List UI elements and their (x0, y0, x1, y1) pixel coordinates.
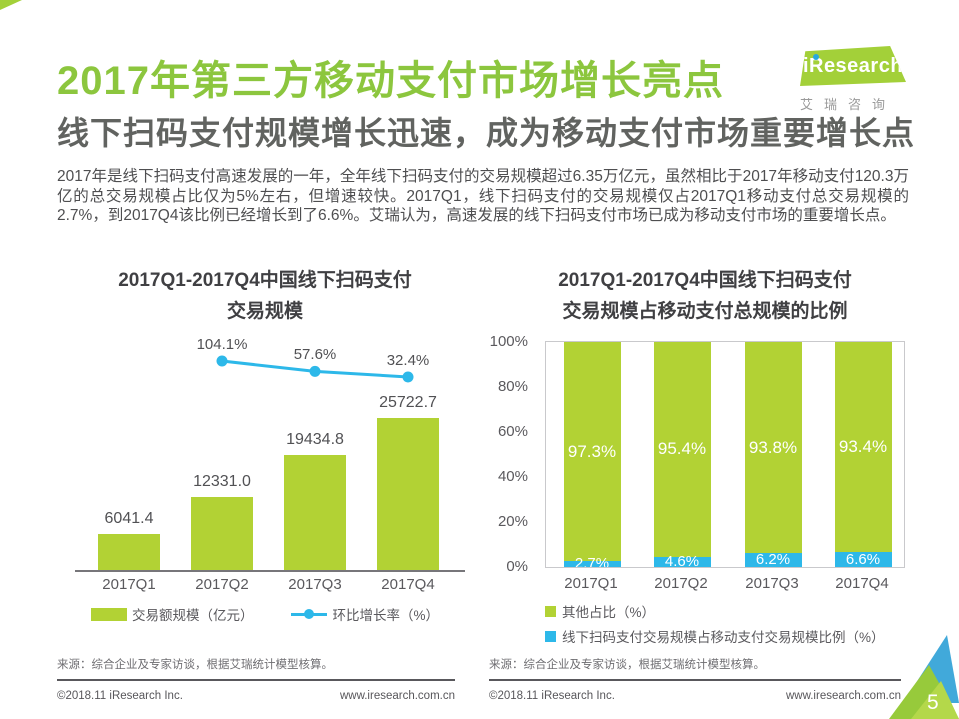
growth-point-2017Q4 (402, 371, 414, 383)
page-subtitle: 线下扫码支付规模增长迅速，成为移动支付市场重要增长点 (57, 115, 916, 151)
right-chart-plot-area: 97.3% 2.7% 95.4% 4.6% 93.8% 6.2% 93.4% 6.6% (545, 341, 905, 568)
other-share-value-label: 93.4% (838, 437, 888, 457)
page-number: 5 (927, 691, 939, 714)
x-axis-label-2017Q2: 2017Q2 (195, 576, 249, 593)
growth-point-2017Q3 (309, 365, 321, 377)
growth-value-label: 57.6% (293, 346, 337, 364)
line-series-swatch-icon (291, 609, 328, 619)
bar-2017Q2 (191, 497, 253, 570)
body-paragraph: 2017年是线下扫码支付高速发展的一年，全年线下扫码支付的交易规模超过6.35万… (57, 168, 909, 224)
bar-value-label: 6041.4 (104, 510, 154, 528)
legend-item-bar: 交易额规模（亿元） (90, 604, 254, 624)
left-chart-title-line2: 交易规模 (226, 301, 303, 322)
other-share-value-label: 95.4% (657, 439, 707, 459)
growth-value-label: 104.1% (196, 336, 248, 353)
x-axis-label-2017Q4: 2017Q4 (381, 576, 435, 593)
right-footer-divider (489, 679, 901, 681)
qr-share-value-label: 4.6% (664, 552, 700, 568)
copyright-text: ©2018.11 iResearch Inc. (57, 690, 183, 702)
logo-i-dot-icon (813, 54, 819, 60)
qr-share-label: 线下扫码支付交易规模占移动支付交易规模比例（%） (562, 630, 885, 645)
blue-square-swatch-icon (545, 630, 556, 642)
left-footer: ©2018.11 iResearch Inc. www.iresearch.co… (57, 690, 455, 702)
iresearch-logo-chinese: 艾瑞咨询 (800, 97, 897, 112)
x-axis-label-2017Q4: 2017Q4 (835, 575, 889, 592)
page-title: 2017年第三方移动支付市场增长亮点 (57, 59, 724, 103)
stacked-bar-other-2017Q4 (834, 342, 892, 553)
bar-series-swatch-icon (90, 607, 127, 621)
left-chart-x-axis: 2017Q1 2017Q2 2017Q3 2017Q4 (75, 576, 465, 596)
stacked-bar-other-2017Q1 (563, 342, 621, 561)
y-tick-label-40%: 40% (497, 468, 528, 485)
line-series-label: 环比增长率（%） (332, 608, 439, 623)
right-chart-title: 2017Q1-2017Q4中国线下扫码支付 交易规模占移动支付总规模的比例 (500, 265, 910, 327)
right-chart-x-axis: 2017Q1 2017Q2 2017Q3 2017Q4 (545, 575, 903, 595)
website-text: www.iresearch.com.cn (339, 690, 455, 702)
x-axis-label-2017Q1: 2017Q1 (102, 576, 156, 593)
bar-2017Q4 (377, 418, 439, 570)
line-series-dot-icon (304, 609, 315, 619)
legend-item-other-share: 其他占比（%） (545, 601, 885, 621)
stacked-bar-other-2017Q3 (744, 342, 802, 554)
left-chart-title: 2017Q1-2017Q4中国线下扫码支付 交易规模 (60, 265, 470, 327)
x-axis-label-2017Q3: 2017Q3 (288, 576, 342, 593)
x-axis-label-2017Q3: 2017Q3 (745, 575, 799, 592)
green-square-swatch-icon (545, 605, 556, 617)
left-chart-legend: 交易额规模（亿元） 环比增长率（%） (60, 604, 470, 624)
legend-item-line: 环比增长率（%） (291, 604, 439, 624)
stacked-bar-qr-2017Q2 (653, 556, 711, 567)
right-footer: ©2018.11 iResearch Inc. www.iresearch.co… (489, 690, 901, 702)
left-footer-divider (57, 679, 455, 681)
bar-value-label: 12331.0 (193, 473, 251, 491)
y-tick-label-60%: 60% (497, 423, 528, 440)
light-green-triangle-icon (911, 681, 959, 719)
y-tick-label-100%: 100% (489, 333, 528, 350)
bar-value-label: 19434.8 (286, 431, 344, 449)
left-chart-plot-area: 6041.4 12331.0 19434.8 25722.7 104.1% 57.6% 32… (75, 336, 465, 572)
left-chart-source: 来源：综合企业及专家访谈，根据艾瑞统计模型核算。 (57, 659, 333, 671)
stacked-bar-qr-2017Q1 (563, 560, 621, 567)
other-share-value-label: 93.8% (748, 437, 798, 457)
y-tick-label-80%: 80% (497, 378, 528, 395)
right-chart-title-line2: 交易规模占移动支付总规模的比例 (562, 301, 848, 322)
stacked-bar-qr-2017Q3 (744, 553, 802, 567)
bar-series-label: 交易额规模（亿元） (131, 608, 254, 623)
right-chart-y-axis: 0% 20% 40% 60% 80% 100% (482, 333, 538, 575)
top-left-corner-accent (0, 0, 22, 10)
iresearch-logo-flag: iResearch (800, 46, 906, 86)
stacked-bar-qr-2017Q4 (834, 552, 892, 567)
legend-item-qr-share: 线下扫码支付交易规模占移动支付交易规模比例（%） (545, 626, 885, 646)
x-axis-label-2017Q1: 2017Q1 (564, 575, 618, 592)
bar-value-label: 25722.7 (379, 394, 437, 411)
website-text: www.iresearch.com.cn (785, 690, 901, 702)
left-chart-title-line1: 2017Q1-2017Q4中国线下扫码支付 (118, 270, 412, 291)
x-axis-label-2017Q2: 2017Q2 (654, 575, 708, 592)
qr-share-value-label: 6.2% (755, 551, 791, 568)
right-chart-legend: 其他占比（%） 线下扫码支付交易规模占移动支付交易规模比例（%） (545, 601, 885, 651)
bottom-right-corner-decoration: 5 (889, 635, 959, 719)
qr-share-value-label: 2.7% (574, 555, 610, 568)
right-chart-source: 来源：综合企业及专家访谈，根据艾瑞统计模型核算。 (489, 659, 765, 671)
growth-point-2017Q2 (216, 355, 228, 367)
right-chart-title-line1: 2017Q1-2017Q4中国线下扫码支付 (558, 270, 852, 291)
growth-value-label: 32.4% (386, 352, 430, 369)
growth-line-layer (216, 355, 414, 383)
copyright-text: ©2018.11 iResearch Inc. (489, 690, 615, 702)
other-share-value-label: 97.3% (567, 441, 617, 461)
iresearch-logo: iResearch 艾瑞咨询 (800, 46, 908, 113)
stacked-bar-other-2017Q2 (653, 342, 711, 557)
y-tick-label-20%: 20% (497, 513, 528, 530)
other-share-label: 其他占比（%） (562, 605, 656, 620)
y-tick-label-0%: 0% (506, 558, 528, 575)
bar-2017Q3 (284, 455, 346, 570)
iresearch-logo-text: iResearch (802, 54, 904, 77)
qr-share-value-label: 6.6% (845, 550, 881, 568)
bar-2017Q1 (98, 534, 160, 570)
